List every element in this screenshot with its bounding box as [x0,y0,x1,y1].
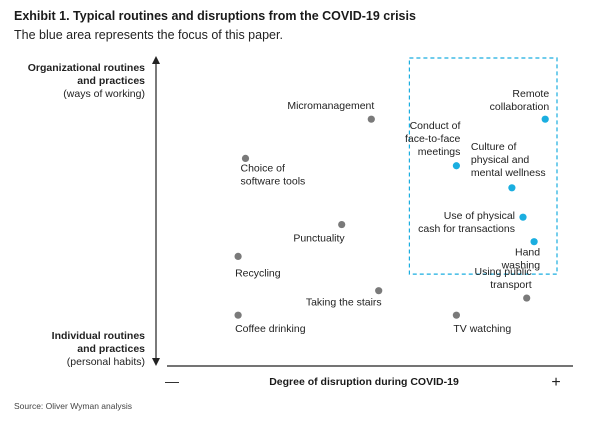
y-axis-top-line2: and practices [77,75,145,87]
point-label-line: TV watching [453,323,511,335]
data-point-coffee-drinking [234,311,242,319]
point-label-line: washing [501,260,541,272]
y-axis-bottom-label: Individual routines and practices (perso… [52,330,145,369]
point-label-line: Use of physical [444,210,515,222]
y-axis-top-line3: (ways of working) [63,88,145,100]
x-axis-min-label: — [165,373,179,389]
data-point-using-public-transport [523,294,531,302]
point-label: Punctuality [293,233,345,245]
point-label-line: Culture of [471,141,517,153]
data-point-choice-of-software-tools [241,154,250,162]
data-point-conduct-of-face-to-face-meetings [452,162,460,170]
point-label: Hand washing [501,247,541,272]
point-label: Using public transport [474,266,531,291]
data-point-recycling [234,252,242,260]
data-point-culture-of-physical-and-mental-wellness [508,184,516,192]
point-label-line: Conduct of [410,120,461,132]
scatter-points: Micromanagement Choice of software tools Pu… [234,88,550,335]
point-label: Remote collaboration [490,88,550,113]
point-label: Coffee drinking [235,323,306,335]
x-axis-title: Degree of disruption during COVID-19 [269,376,459,388]
data-point-punctuality [338,220,346,229]
point-label: Recycling [235,267,281,279]
point-label: TV watching [453,323,511,335]
point-label-line: face-to-face [405,133,461,145]
point-label-line: software tools [241,175,306,187]
data-point-use-of-physical-cash-for-transactions [519,213,527,221]
point-label: Choice of software tools [241,162,306,187]
y-axis-bottom-line1: Individual routines [51,330,145,342]
data-point-micromanagement [367,115,375,123]
data-point-hand-washing [530,238,538,246]
focus-area-box [408,57,558,275]
point-label-line: Micromanagement [287,100,374,112]
point-label: Use of physical cash for transactions [418,210,515,235]
point-label-line: Hand [515,247,540,259]
data-point-tv-watching [452,311,460,319]
point-label-line: mental wellness [471,167,546,179]
data-point-remote-collaboration [541,115,549,123]
point-label-line: Taking the stairs [306,297,382,309]
point-label: Conduct of face-to-face meetings [405,120,461,158]
y-axis-bottom-line2: and practices [77,343,145,355]
y-axis-bottom-line3: (personal habits) [66,356,145,368]
x-axis-max-label: + [551,374,560,391]
y-axis-top-label: Organizational routines and practices (w… [28,62,145,101]
chart-subtitle: The blue area represents the focus of th… [14,28,283,42]
point-label: Culture of physical and mental wellness [471,141,546,179]
point-label-line: cash for transactions [418,223,515,235]
point-label-line: Using public [474,266,531,278]
point-label-line: Remote [512,88,549,100]
point-label: Taking the stairs [306,297,382,309]
y-axis-top-line1: Organizational routines [27,62,145,74]
point-label-line: Choice of [241,162,285,174]
point-label-line: Punctuality [293,233,345,245]
point-label-line: transport [490,279,532,291]
data-point-taking-the-stairs [375,287,383,295]
point-label-line: meetings [418,146,461,158]
source-note: Source: Oliver Wyman analysis [14,401,133,411]
point-label-line: physical and [471,154,530,166]
point-label-line: Coffee drinking [235,323,306,335]
point-label-line: Recycling [235,267,281,279]
chart-title: Exhibit 1. Typical routines and disrupti… [14,9,416,23]
point-label: Micromanagement [287,100,374,112]
point-label-line: collaboration [490,101,550,113]
